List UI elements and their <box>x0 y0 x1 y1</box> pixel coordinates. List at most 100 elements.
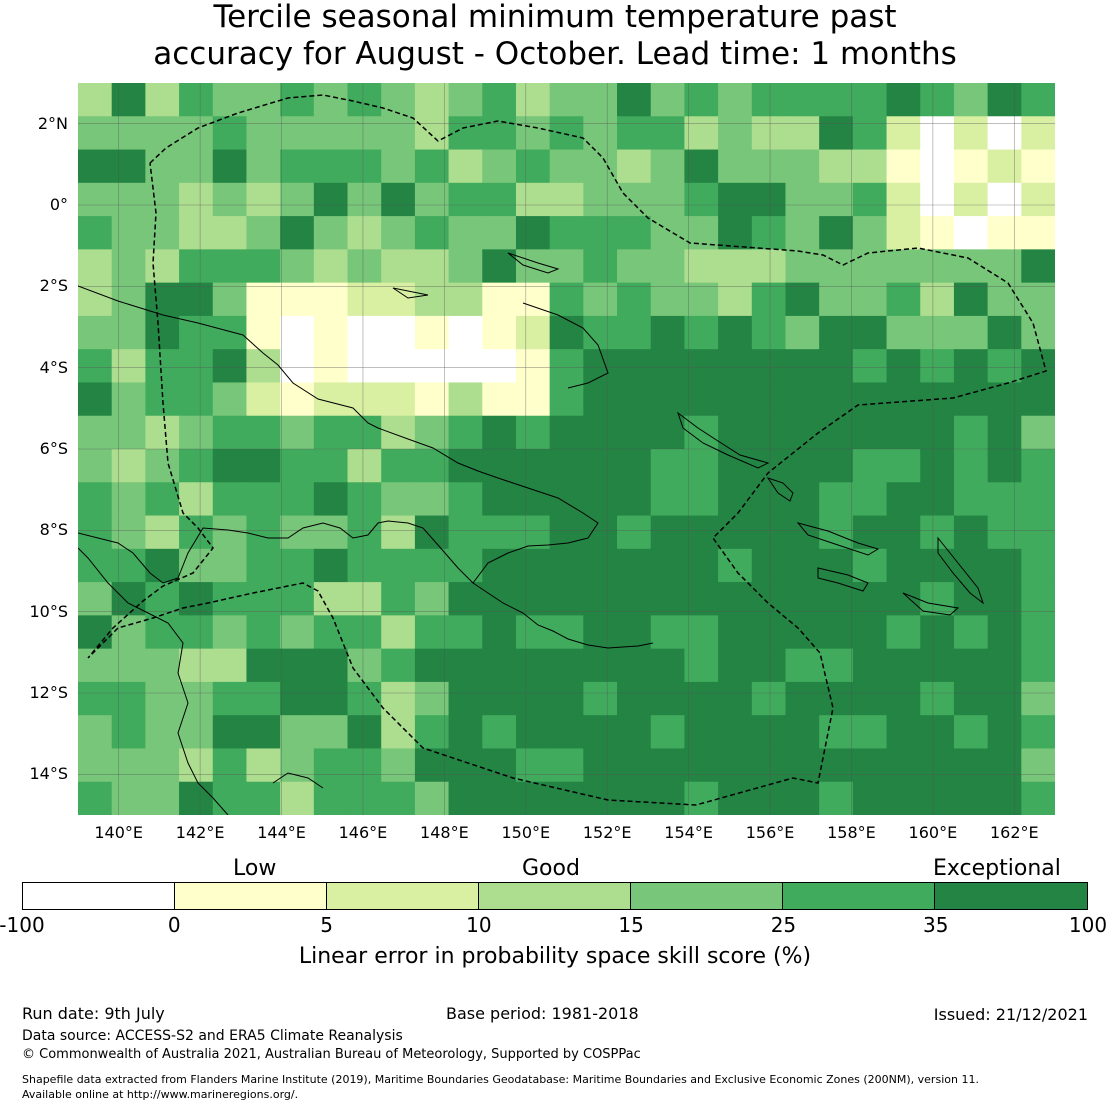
skill-cell <box>684 249 719 284</box>
skill-cell <box>313 182 349 217</box>
skill-cell <box>212 482 248 517</box>
skill-cell <box>145 315 180 350</box>
skill-cell <box>650 83 686 117</box>
skill-cell <box>886 83 921 117</box>
skill-cell <box>313 681 349 716</box>
skill-cell <box>886 349 921 384</box>
skill-cell <box>414 382 450 417</box>
shapefile-credit-line-1: Shapefile data extracted from Flanders M… <box>22 1073 979 1086</box>
skill-cell <box>179 149 214 184</box>
skill-cell <box>785 149 820 184</box>
skill-cell <box>953 648 989 683</box>
skill-cell <box>549 249 584 284</box>
skill-cell <box>650 249 686 284</box>
copyright: © Commonwealth of Australia 2021, Austra… <box>22 1047 641 1062</box>
skill-cell <box>280 315 315 350</box>
skill-cell <box>179 715 214 750</box>
skill-cell <box>280 548 315 583</box>
skill-cell <box>718 249 753 284</box>
skill-cell <box>549 582 584 616</box>
skill-cell <box>212 582 248 616</box>
skill-cell <box>583 748 618 783</box>
skill-cell <box>212 182 248 217</box>
skill-cell <box>111 182 146 217</box>
skill-cell <box>313 482 349 517</box>
skill-cell <box>145 415 180 450</box>
skill-cell <box>852 748 888 783</box>
skill-cell <box>785 548 820 583</box>
skill-cell <box>246 515 281 550</box>
skill-cells <box>78 83 1055 815</box>
skill-cell <box>650 482 686 517</box>
skill-cell <box>819 615 854 650</box>
skill-cell <box>819 681 854 716</box>
skill-cell <box>246 382 281 417</box>
skill-cell <box>650 449 686 483</box>
skill-cell <box>313 149 349 184</box>
skill-cell <box>414 315 450 350</box>
skill-cell <box>953 315 989 350</box>
base-period: Base period: 1981-2018 <box>446 1004 639 1023</box>
skill-cell <box>1021 382 1055 417</box>
skill-cell <box>617 482 652 517</box>
skill-cell <box>785 83 820 117</box>
skill-cell <box>347 615 382 650</box>
skill-cell <box>212 315 248 350</box>
skill-cell <box>313 449 349 483</box>
skill-cell <box>920 715 955 750</box>
skill-cell <box>78 415 113 450</box>
latitude-tick-label: 0° <box>49 195 68 214</box>
skill-cell <box>718 449 753 483</box>
skill-cell <box>583 116 618 151</box>
skill-cell <box>448 582 483 616</box>
skill-cell <box>617 116 652 151</box>
skill-cell <box>515 382 551 417</box>
skill-cell <box>111 781 146 815</box>
skill-cell <box>751 382 787 417</box>
skill-cell <box>448 615 483 650</box>
skill-cell <box>549 216 584 250</box>
skill-cell <box>448 681 483 716</box>
skill-cell <box>246 681 281 716</box>
skill-cell <box>179 615 214 650</box>
skill-cell <box>920 216 955 250</box>
skill-cell <box>819 482 854 517</box>
skill-cell <box>246 648 281 683</box>
skill-cell <box>1021 149 1055 184</box>
skill-cell <box>515 415 551 450</box>
category-good: Good <box>522 856 580 881</box>
skill-cell <box>549 282 584 317</box>
skill-cell <box>920 648 955 683</box>
skill-cell <box>78 349 113 384</box>
skill-cell <box>583 282 618 317</box>
skill-cell <box>515 715 551 750</box>
skill-cell <box>145 582 180 616</box>
skill-cell <box>718 548 753 583</box>
skill-cell <box>751 83 787 117</box>
skill-cell <box>246 548 281 583</box>
skill-cell <box>414 83 450 117</box>
skill-cell <box>549 315 584 350</box>
map-gridlines <box>78 83 1055 815</box>
skill-cell <box>819 182 854 217</box>
skill-cell <box>617 748 652 783</box>
skill-cell <box>549 415 584 450</box>
skill-cell <box>347 315 382 350</box>
skill-cell <box>1021 715 1055 750</box>
skill-cell <box>448 415 483 450</box>
skill-cell <box>515 548 551 583</box>
skill-cell <box>347 715 382 750</box>
skill-cell <box>718 615 753 650</box>
skill-cell <box>448 315 483 350</box>
skill-cell <box>684 182 719 217</box>
skill-cell <box>246 216 281 250</box>
skill-cell <box>179 382 214 417</box>
skill-cell <box>448 382 483 417</box>
skill-cell <box>684 748 719 783</box>
skill-cell <box>212 449 248 483</box>
skill-cell <box>482 449 517 483</box>
skill-cell <box>448 648 483 683</box>
skill-cell <box>280 149 315 184</box>
skill-cell <box>78 548 113 583</box>
skill-cell <box>785 582 820 616</box>
